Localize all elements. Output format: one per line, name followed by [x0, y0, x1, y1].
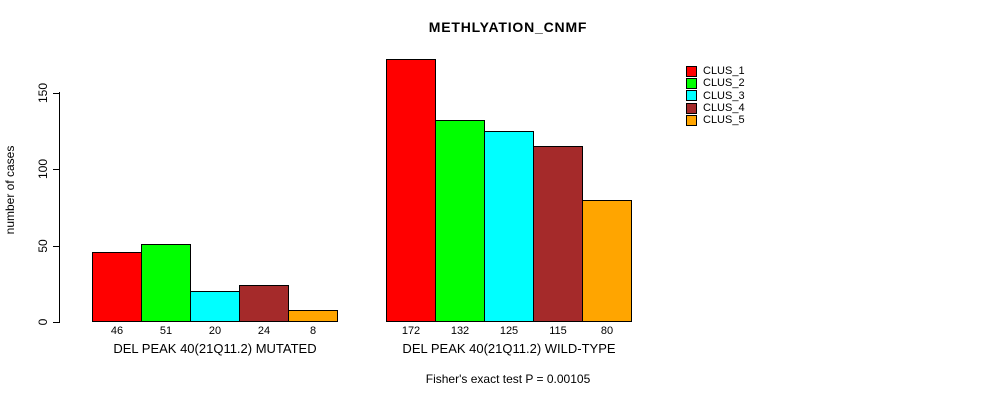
legend-color-swatch [686, 102, 697, 114]
y-axis-tick [53, 246, 59, 247]
bar-value-label: 115 [549, 325, 567, 337]
y-axis-tick-label: 100 [36, 158, 50, 180]
chart-title: METHLYATION_CNMF [428, 19, 588, 35]
bar-clus_2 [435, 120, 485, 322]
legend-color-swatch [686, 65, 697, 77]
y-axis-tick-label: 0 [36, 318, 50, 326]
y-axis-tick-label: 150 [36, 82, 50, 104]
x-axis-group-label: DEL PEAK 40(21Q11.2) WILD-TYPE [402, 341, 616, 356]
y-axis-tick [53, 93, 59, 94]
bar-value-label: 51 [159, 325, 173, 337]
legend-item: CLUS_1 [686, 65, 745, 77]
bar-value-label: 132 [450, 325, 470, 337]
bar-clus_3 [190, 291, 240, 322]
legend-item-label: CLUS_5 [703, 114, 745, 127]
bar-clus_5 [288, 310, 338, 322]
bar-value-label: 8 [309, 325, 317, 337]
bar-clus_2 [141, 244, 191, 322]
y-axis-tick-label: 50 [36, 239, 50, 253]
y-axis-tick [53, 169, 59, 170]
legend-item-label: CLUS_3 [703, 89, 745, 102]
bar-clus_4 [533, 146, 583, 322]
x-axis-group-label: DEL PEAK 40(21Q11.2) MUTATED [113, 341, 317, 356]
bar-clus_5 [582, 200, 632, 322]
legend-color-swatch [686, 77, 697, 89]
legend-item-label: CLUS_1 [703, 65, 745, 78]
legend: CLUS_1 CLUS_2 CLUS_3 CLUS_4 CLUS_5 [686, 65, 745, 126]
bar-clus_3 [484, 131, 534, 322]
bar-value-label: 80 [600, 325, 614, 337]
bar-clus_1 [386, 59, 436, 322]
y-axis-label: number of cases [3, 145, 17, 235]
bar-clus_4 [239, 285, 289, 322]
bar-value-label: 24 [257, 325, 271, 337]
legend-item: CLUS_3 [686, 90, 745, 102]
y-axis-tick [53, 322, 59, 323]
footnote-text: Fisher's exact test P = 0.00105 [425, 372, 591, 386]
legend-item-label: CLUS_2 [703, 77, 745, 90]
bar-clus_1 [92, 252, 142, 322]
legend-color-swatch [686, 90, 697, 102]
legend-color-swatch [686, 114, 697, 126]
legend-item: CLUS_4 [686, 102, 745, 114]
bar-value-label: 46 [110, 325, 124, 337]
bar-value-label: 172 [401, 325, 421, 337]
bar-value-label: 125 [499, 325, 519, 337]
y-axis-line [59, 92, 60, 323]
legend-item-label: CLUS_4 [703, 102, 745, 115]
legend-item: CLUS_5 [686, 114, 745, 126]
bar-value-label: 20 [208, 325, 222, 337]
legend-item: CLUS_2 [686, 77, 745, 89]
